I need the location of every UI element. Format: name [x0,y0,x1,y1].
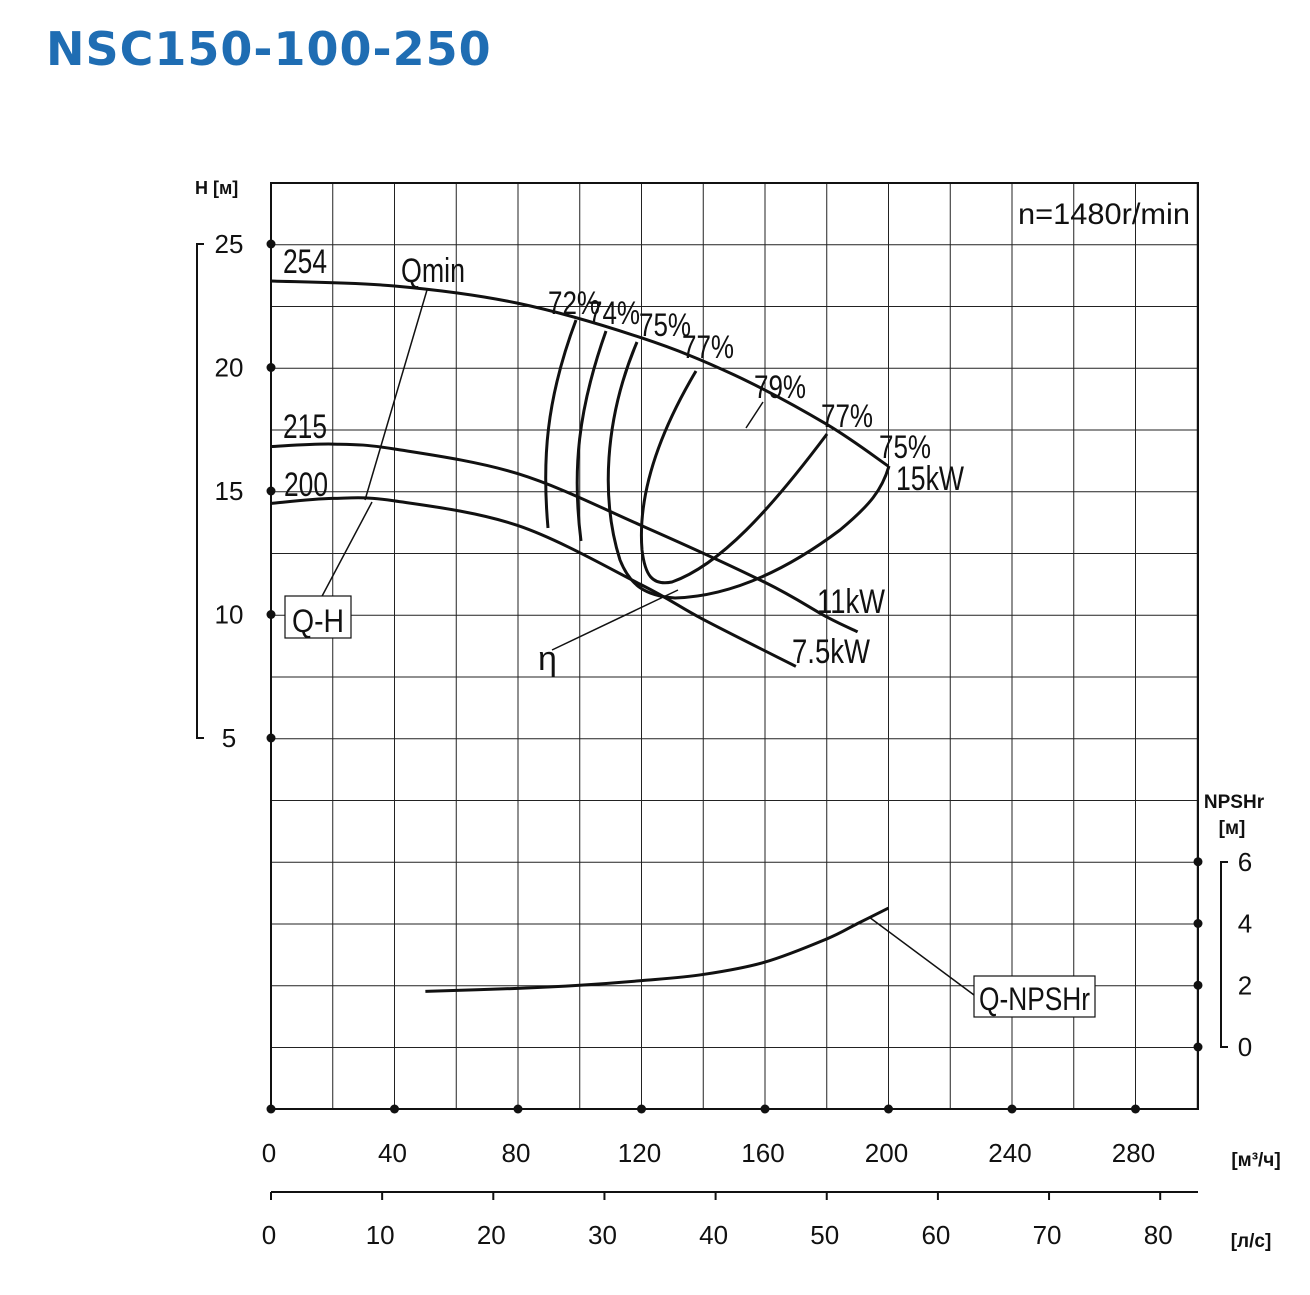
efficiency-label: 77% [821,398,873,434]
eta-label: η [538,640,557,678]
y2-axis-tick-label: 0 [1238,1032,1252,1062]
y2-axis-label-line2: [м] [1219,818,1246,839]
x-axis-tick-dot [760,1104,770,1114]
chart-title: NSC150-100-250 [46,22,492,76]
y-axis-tick-label: 20 [215,353,244,383]
qh-callout-box [284,595,352,639]
series-line-254 [270,279,890,468]
x2-axis-tick-label: 0 [262,1220,276,1250]
qmin-label: Qmin [401,252,465,290]
y2-axis-tick-dot [1193,1042,1203,1052]
y2-axis-tick-dot [1193,980,1203,990]
x-axis-unit: [м³/ч] [1231,1150,1280,1171]
efficiency-label: 75% [639,307,691,343]
qmin-leader-line [364,289,428,501]
x-axis-tick-dot [266,1104,276,1114]
x-axis-tick-label: 280 [1112,1138,1155,1168]
y-axis-label: H [м] [195,178,238,198]
x-axis-tick-dot [390,1104,399,1114]
x2-axis-tick-label: 50 [810,1220,839,1250]
efficiency-label: 77% [682,329,734,365]
series-line-q-npshr [425,906,890,993]
npshr-callout-box [973,975,1096,1018]
x-axis-tick-label: 40 [378,1138,407,1168]
y2-axis-tick-dot [1193,919,1203,928]
efficiency-label: 74% [588,295,640,331]
x-axis-tick-dot [1131,1104,1140,1114]
x-axis-tick-label: 120 [618,1138,661,1168]
series-line-215 [270,442,859,634]
y2-axis-bracket [1220,861,1228,1048]
qh-leader-line [319,501,373,601]
curves [270,279,975,996]
impeller-label: 200 [284,466,328,504]
y-axis-tick-dot [266,486,276,496]
plot-frame [270,182,1199,1110]
x-axis-tick-label: 240 [988,1138,1031,1168]
y2-axis-tick-label: 6 [1238,847,1252,877]
eta79-tick-line [745,401,764,429]
efficiency-isoline-3 [639,370,829,585]
x-axis-tick-label: 80 [502,1138,531,1168]
y2-axis-tick-label: 2 [1238,970,1252,1000]
y-axis-tick-label: 15 [215,476,244,506]
efficiency-isoline-1 [575,330,608,542]
y2-axis-tick-label: 4 [1238,909,1252,939]
x2-axis-tick-label: 40 [699,1220,728,1250]
impeller-label: 215 [283,408,327,446]
x-axis-tick-dot [1007,1104,1017,1114]
y-axis-bracket [196,243,204,739]
y-axis-tick-dot [266,239,276,249]
x2-axis-unit: [л/с] [1231,1231,1272,1252]
qh-callout-label: Q-H [292,603,344,639]
y-axis-tick-label: 10 [215,600,244,630]
power-label: 7.5kW [792,633,870,671]
x-axis-tick-dot [884,1104,893,1114]
grid [270,182,1199,1110]
x2-axis-tick-label: 70 [1033,1220,1062,1250]
x2-axis-tick-label: 60 [921,1220,950,1250]
y-axis-tick-label: 5 [222,723,236,753]
x-axis-tick-label: 0 [262,1138,276,1168]
impeller-label: 254 [283,243,327,281]
efficiency-label: 79% [754,369,806,405]
x-axis-tick-dot [637,1104,646,1114]
npshr-leader-line [868,916,975,996]
y-axis-tick-dot [266,610,276,619]
x2-axis-tick-label: 30 [588,1220,617,1250]
efficiency-isoline-0 [544,319,578,529]
x2-axis-tick-label: 10 [366,1220,395,1250]
npshr-callout-label: Q-NPSHr [979,981,1090,1017]
power-label: 11kW [817,583,885,621]
x-axis-tick-dot [513,1104,523,1114]
series-line-200 [270,496,797,668]
efficiency-label: 75% [879,429,931,465]
y-axis-tick-dot [266,363,276,372]
efficiency-label: 72% [548,285,600,321]
x2-axis-tick-label: 20 [477,1220,506,1250]
y-axis-tick-label: 25 [215,229,244,259]
efficiency-isoline-2 [606,341,891,600]
x2-axis-tick-label: 80 [1144,1220,1173,1250]
y2-axis-label-line1: NPSHr [1204,792,1265,813]
x-axis-tick-label: 200 [865,1138,908,1168]
eta-leader-line [551,589,679,651]
x-axis-tick-label: 160 [741,1138,784,1168]
speed-label: n=1480r/min [1018,198,1190,231]
y-axis-tick-dot [266,733,276,743]
y2-axis-tick-dot [1193,857,1203,867]
power-label: 15kW [896,460,964,498]
